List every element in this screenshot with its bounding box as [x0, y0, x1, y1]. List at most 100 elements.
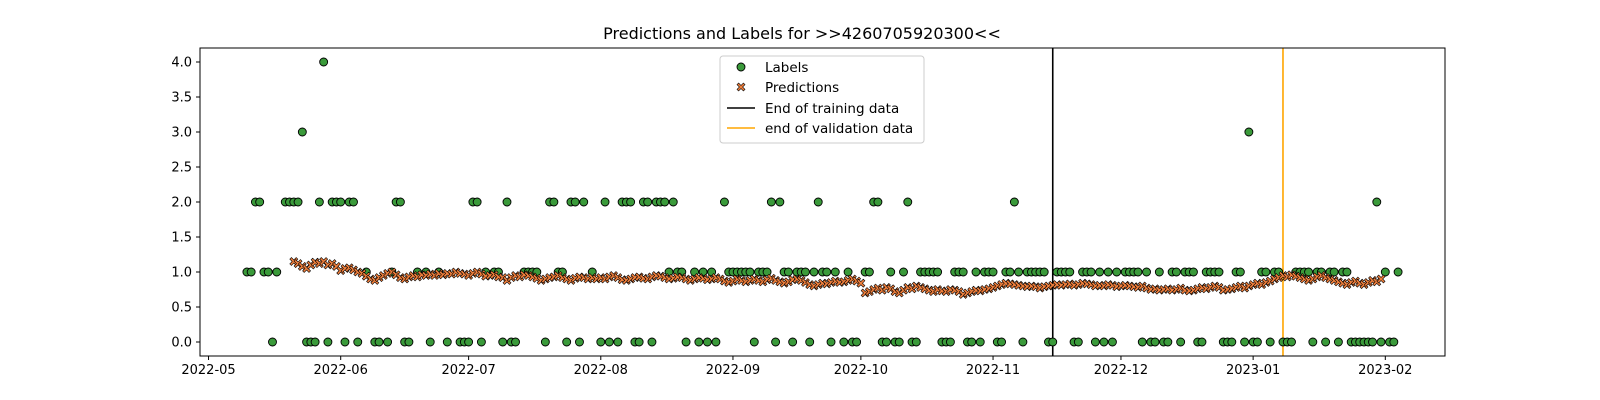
label-point: [945, 337, 955, 347]
label-point: [1333, 337, 1343, 347]
label-point: [604, 337, 614, 347]
label-point: [1393, 267, 1403, 277]
label-point: [822, 267, 832, 277]
label-point: [340, 337, 350, 347]
label-point: [813, 197, 823, 207]
label-point: [766, 197, 776, 207]
label-point: [1142, 267, 1151, 277]
label-point: [1389, 337, 1399, 347]
label-point: [873, 197, 883, 207]
y-tick-label: 1.0: [171, 266, 192, 281]
label-point: [971, 267, 981, 277]
label-point: [464, 337, 474, 347]
label-point: [1214, 267, 1224, 277]
label-point: [575, 337, 584, 347]
label-point: [839, 337, 849, 347]
label-point: [323, 337, 333, 347]
y-tick-label: 4.0: [171, 56, 192, 71]
label-point: [719, 197, 729, 207]
label-point: [711, 337, 721, 347]
label-point: [246, 267, 256, 277]
x-tick-label: 2022-10: [834, 363, 888, 378]
label-point: [1287, 337, 1296, 347]
label-point: [1372, 197, 1382, 207]
legend-box: [719, 55, 925, 144]
label-point: [1368, 337, 1377, 347]
x-tick-label: 2023-02: [1358, 363, 1412, 378]
label-point: [809, 267, 819, 277]
label-point: [826, 337, 836, 347]
label-point: [1304, 267, 1314, 277]
label-point: [899, 267, 908, 277]
y-tick-label: 3.0: [171, 126, 192, 141]
label-point: [668, 197, 678, 207]
label-point: [613, 337, 623, 347]
label-point: [634, 337, 644, 347]
label-point: [1005, 267, 1015, 277]
x-tick-label: 2023-01: [1226, 363, 1280, 378]
label-point: [297, 127, 307, 137]
label-point: [540, 337, 550, 347]
plot-area: [242, 48, 1403, 356]
label-point: [374, 337, 384, 347]
label-point: [319, 57, 329, 67]
prediction-point: [1376, 274, 1386, 284]
label-point: [1018, 337, 1028, 347]
x-tick-label: 2022-11: [966, 363, 1020, 378]
label-point: [1107, 337, 1117, 347]
legend-label: End of training data: [765, 101, 899, 117]
label-point: [1099, 337, 1109, 347]
label-point: [1252, 337, 1262, 347]
label-point: [783, 267, 793, 277]
label-point: [1065, 267, 1075, 277]
label-point: [643, 197, 653, 207]
label-point: [1235, 267, 1245, 277]
y-tick-label: 3.5: [171, 91, 192, 106]
label-point: [1009, 197, 1019, 207]
label-point: [600, 197, 610, 207]
label-point: [596, 337, 606, 347]
label-point: [1133, 267, 1143, 277]
legend-label: Labels: [765, 60, 808, 76]
label-point: [967, 337, 977, 347]
x-tick-label: 2022-09: [706, 363, 760, 378]
x-tick-label: 2022-05: [181, 363, 235, 378]
labels-series: [242, 57, 1403, 347]
label-point: [800, 267, 810, 277]
label-point: [1086, 267, 1096, 277]
label-point: [647, 337, 657, 347]
label-point: [681, 337, 691, 347]
label-point: [1265, 337, 1275, 347]
label-point: [1163, 337, 1173, 347]
label-point: [442, 337, 452, 347]
label-point: [268, 337, 277, 347]
label-point: [788, 337, 798, 347]
label-point: [383, 337, 393, 347]
label-point: [1380, 267, 1390, 277]
y-tick-label: 0.0: [171, 336, 192, 351]
label-point: [997, 337, 1007, 347]
predictions-series: [289, 257, 1386, 299]
label-point: [425, 337, 435, 347]
label-point: [1188, 267, 1198, 277]
label-point: [502, 197, 512, 207]
label-point: [1048, 337, 1058, 347]
label-point: [1150, 337, 1160, 347]
label-point: [549, 197, 559, 207]
label-point: [830, 267, 840, 277]
label-point: [958, 267, 968, 277]
label-point: [476, 337, 486, 347]
legend-labels-marker: [736, 62, 746, 72]
label-point: [1240, 337, 1250, 347]
label-point: [1197, 337, 1207, 347]
label-point: [852, 337, 862, 347]
label-point: [263, 267, 273, 277]
label-point: [771, 337, 781, 347]
label-point: [864, 267, 874, 277]
label-point: [1321, 337, 1331, 347]
label-point: [660, 197, 670, 207]
x-tick-label: 2022-06: [314, 363, 368, 378]
y-tick-label: 2.5: [171, 161, 192, 176]
label-point: [1039, 267, 1049, 277]
